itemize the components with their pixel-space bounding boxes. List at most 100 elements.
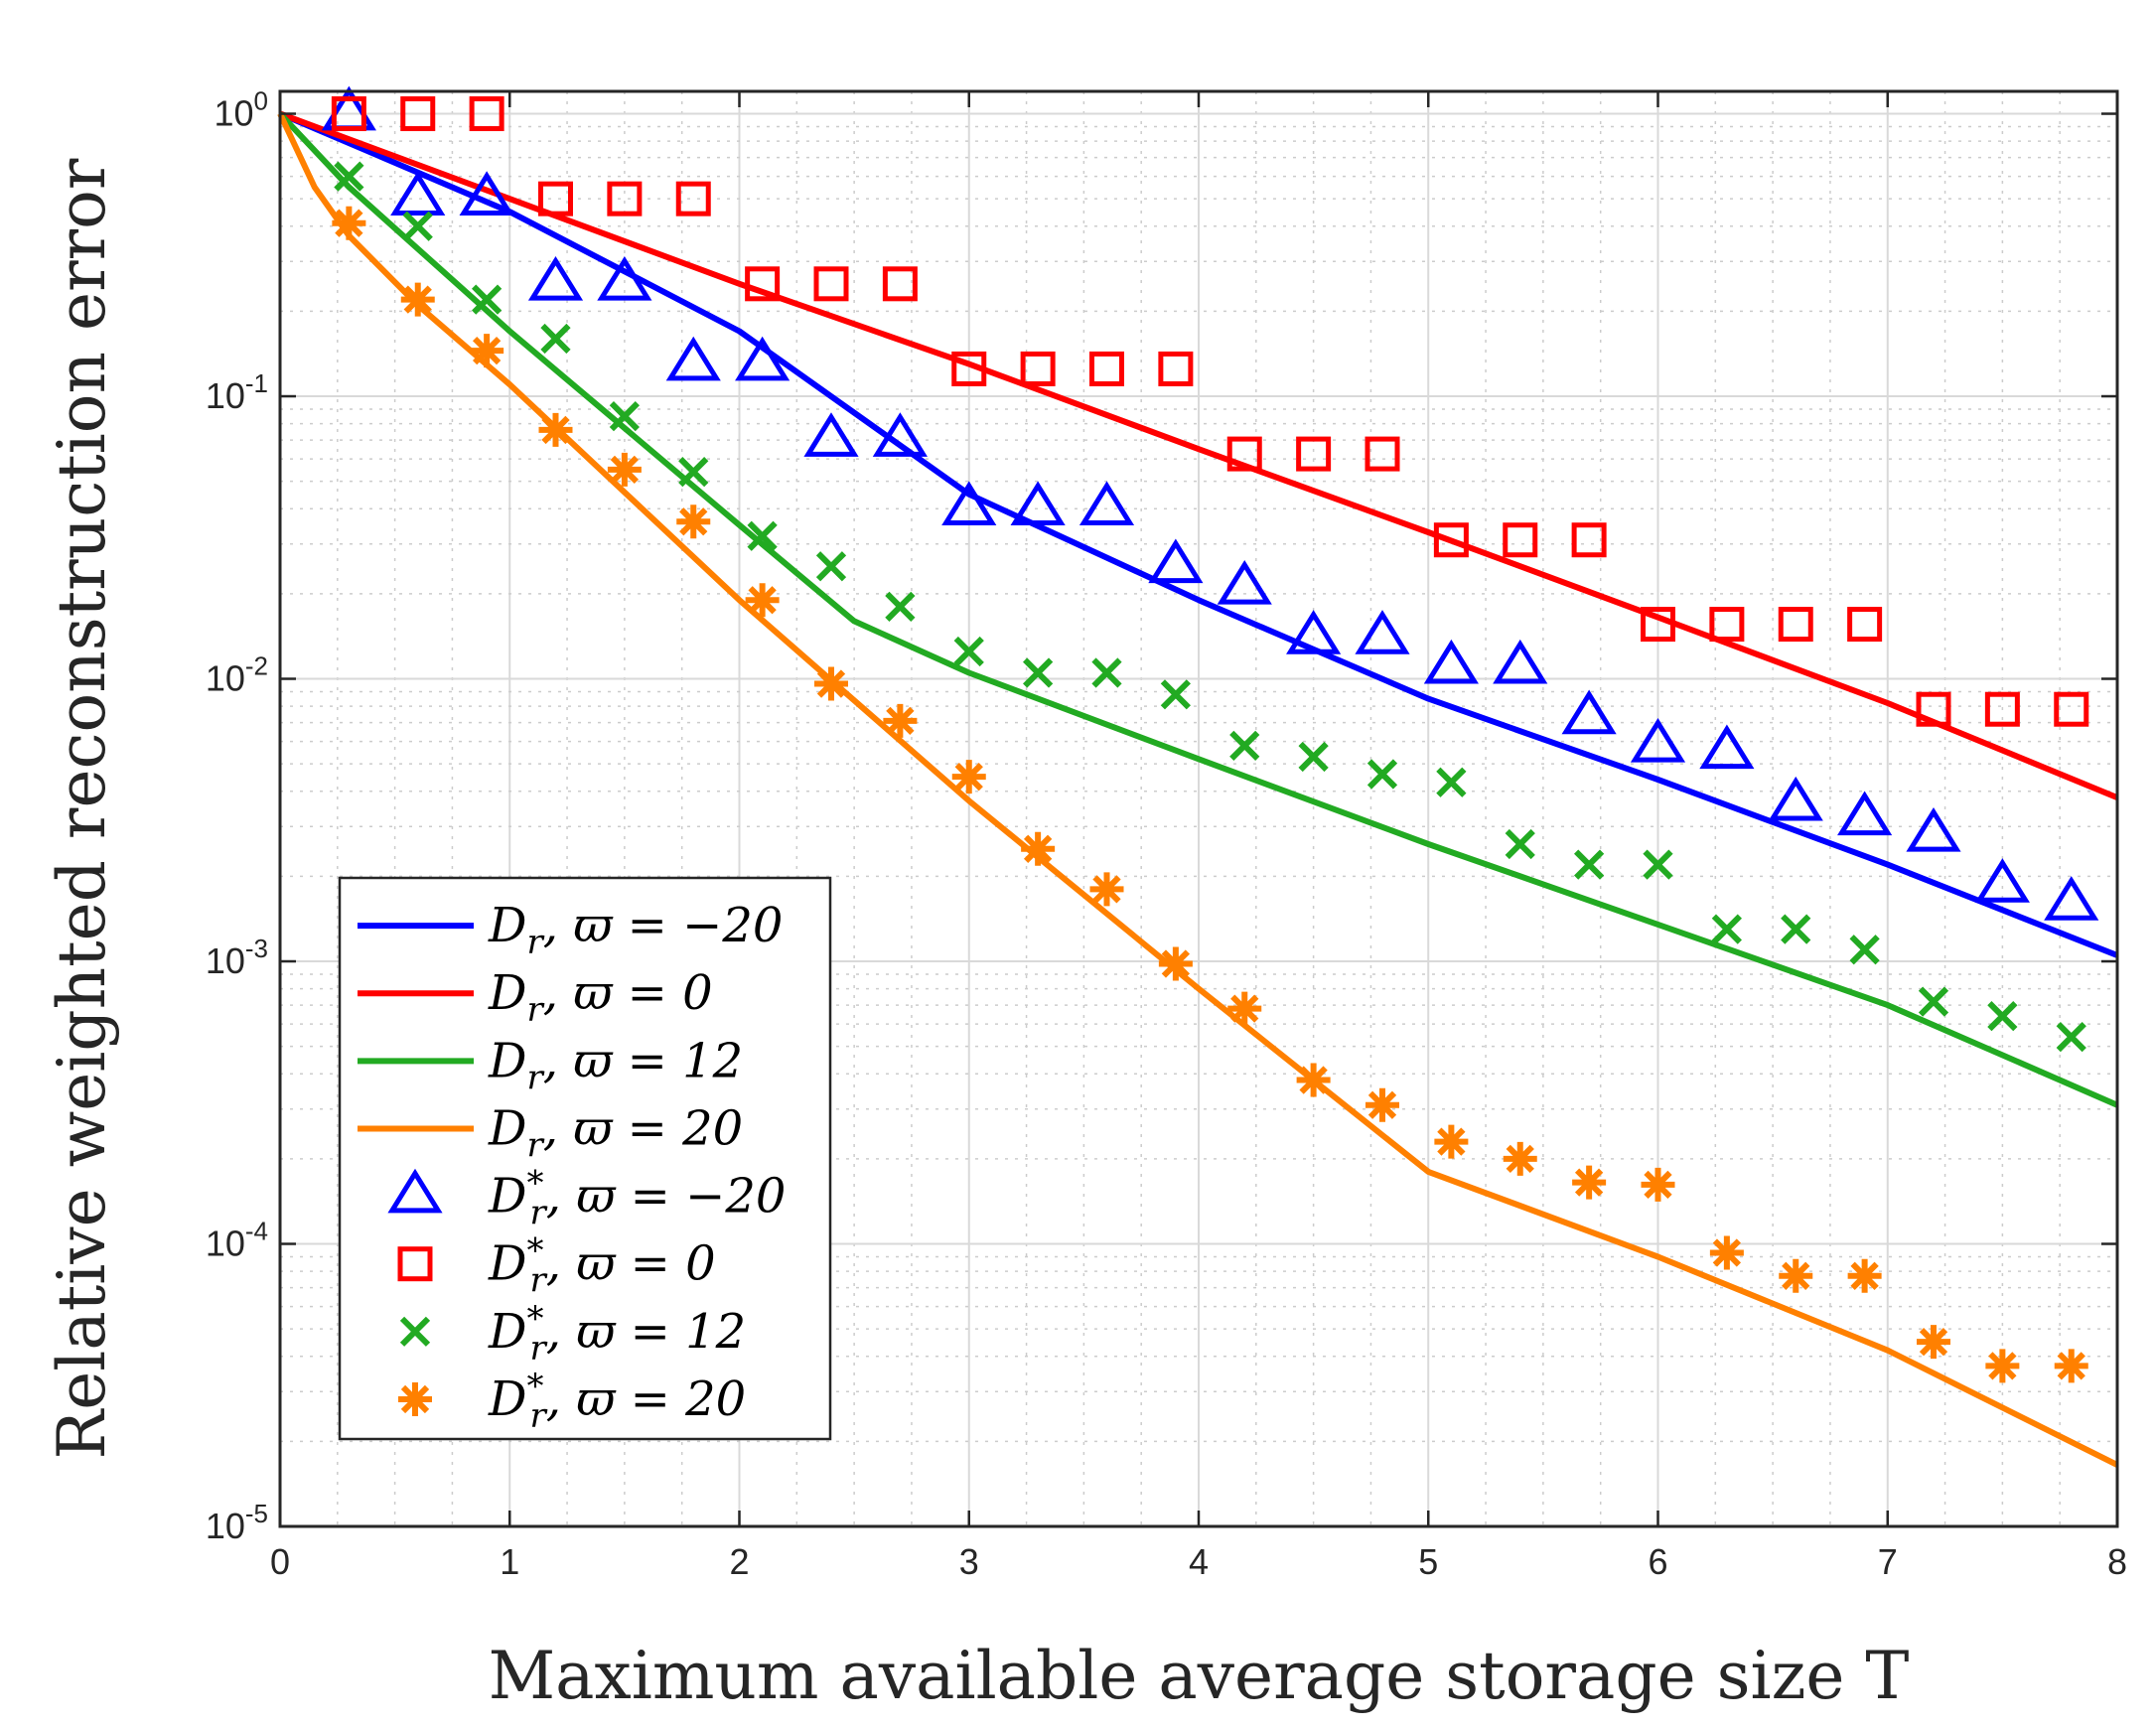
y-axis-label: Relative weighted reconstruction error [44, 158, 120, 1459]
series-2 [277, 111, 2119, 1108]
data-point [609, 400, 640, 432]
x-tick-label: 4 [1189, 1541, 1209, 1582]
legend-label: Dr, ϖ = 0 [488, 965, 713, 1030]
data-point [1561, 689, 1617, 735]
data-point [400, 282, 435, 317]
data-point [1493, 639, 1548, 684]
data-point [1781, 914, 1811, 944]
legend-item: D* r, ϖ = 0 [397, 1231, 716, 1301]
series-1 [278, 110, 2119, 800]
series-5 [331, 96, 2089, 727]
y-tick-label: 10-2 [206, 651, 268, 699]
legend-item: D* r, ϖ = 20 [398, 1367, 746, 1436]
data-point [1229, 730, 1260, 761]
data-point [1355, 610, 1410, 654]
data-point [538, 412, 573, 447]
data-point [815, 551, 847, 582]
data-point [1917, 1325, 1950, 1360]
x-tick-label: 7 [1878, 1541, 1898, 1582]
data-point [675, 181, 711, 216]
data-point [1505, 828, 1535, 860]
data-point [1365, 436, 1400, 472]
x-tick-label: 3 [959, 1541, 979, 1582]
series-7 [332, 206, 2088, 1383]
data-point [459, 171, 514, 216]
data-point [470, 334, 504, 368]
data-point [803, 412, 859, 457]
data-point [1984, 691, 2020, 727]
data-point [1643, 849, 1673, 880]
data-point [390, 171, 446, 216]
x-tick-label: 8 [2107, 1541, 2127, 1582]
legend-item: Dr, ϖ = 12 [358, 1033, 743, 1097]
data-point [747, 520, 778, 551]
data-point [1709, 607, 1745, 643]
data-point [469, 96, 504, 132]
legend-label: D* r, ϖ = −20 [488, 1164, 786, 1233]
y-tick-label: 10-1 [206, 368, 268, 416]
x-tick-label: 2 [729, 1541, 749, 1582]
data-point [951, 351, 987, 386]
data-point [1089, 351, 1124, 386]
data-point [1078, 481, 1135, 526]
data-point [1298, 741, 1329, 773]
legend-swatch [398, 1381, 432, 1416]
y-tick-label: 10-3 [206, 934, 268, 981]
legend-label: Dr, ϖ = −20 [488, 898, 783, 962]
legend-label: D* r, ϖ = 0 [488, 1231, 716, 1301]
y-tick-label: 10-4 [206, 1217, 268, 1264]
data-point [2054, 1349, 2088, 1383]
data-point [882, 266, 918, 302]
data-point [1020, 351, 1056, 386]
series-line [277, 111, 2119, 1108]
data-point [538, 181, 573, 216]
data-point [872, 412, 928, 457]
data-point [607, 181, 643, 216]
legend-item: Dr, ϖ = 0 [358, 965, 713, 1030]
legend-item: Dr, ϖ = −20 [358, 898, 783, 962]
y-tick-label: 10-5 [206, 1499, 268, 1546]
data-point [1366, 759, 1398, 790]
data-point [885, 591, 916, 623]
data-point [1641, 607, 1675, 643]
series-4 [321, 85, 2099, 921]
y-tick-label: 100 [214, 86, 268, 134]
legend-label: Dr, ϖ = 20 [488, 1100, 743, 1165]
data-point [1158, 351, 1194, 386]
x-tick-label: 0 [270, 1541, 290, 1582]
data-point [1433, 522, 1469, 558]
data-point [402, 211, 433, 241]
data-point [814, 666, 848, 701]
data-point [1089, 872, 1124, 907]
data-point [813, 266, 849, 302]
data-point [1574, 849, 1605, 880]
data-point [665, 336, 721, 381]
data-point [1217, 559, 1272, 605]
data-point [1023, 657, 1054, 688]
data-point [607, 452, 642, 487]
data-point [1985, 1349, 2020, 1383]
data-point [1423, 639, 1479, 684]
legend-swatch [387, 1168, 443, 1214]
data-point [745, 583, 780, 618]
legend-label: D* r, ϖ = 12 [488, 1299, 746, 1369]
legend-item: D* r, ϖ = −20 [387, 1164, 786, 1233]
series-0 [278, 110, 2119, 958]
data-point [331, 96, 366, 132]
data-point [1434, 1124, 1469, 1159]
data-point [1918, 986, 1949, 1017]
data-point [400, 96, 436, 132]
data-point [1571, 522, 1607, 558]
data-point [597, 255, 652, 301]
legend-label: Dr, ϖ = 12 [488, 1033, 743, 1097]
data-point [1711, 914, 1743, 944]
data-point [941, 481, 997, 526]
data-point [678, 457, 709, 488]
series-6 [334, 161, 2086, 1053]
data-point [332, 206, 366, 240]
data-point [472, 284, 503, 315]
data-point [334, 161, 364, 192]
legend-swatch [399, 1316, 431, 1347]
